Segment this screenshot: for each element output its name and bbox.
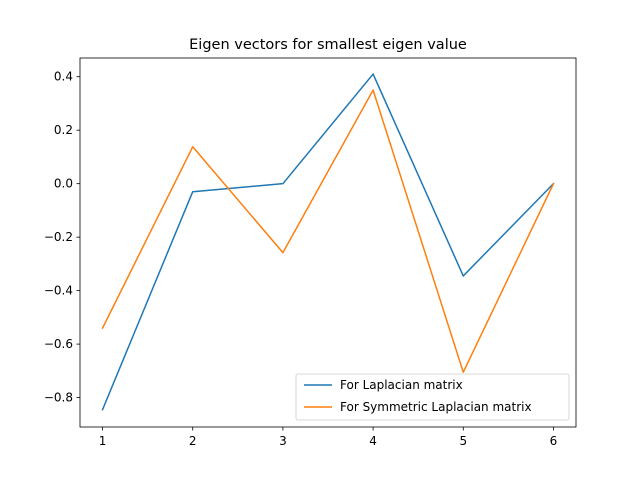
x-tick-label: 4 (369, 434, 377, 448)
y-tick-label: −0.2 (44, 230, 73, 244)
x-tick-label: 6 (550, 434, 558, 448)
y-tick-label: 0.0 (54, 177, 73, 191)
legend: For Laplacian matrix For Symmetric Laplac… (295, 373, 570, 421)
y-tick-label: 0.2 (54, 123, 73, 137)
x-tick-label: 1 (99, 434, 107, 448)
legend-box (295, 373, 570, 421)
x-tick-label: 5 (459, 434, 467, 448)
y-tick-label: −0.6 (44, 337, 73, 351)
y-tick-label: 0.4 (54, 70, 73, 84)
series-line-1 (101, 89, 555, 373)
x-axis: 1 2 3 4 5 6 (99, 427, 558, 448)
legend-label-0: For Laplacian matrix (340, 378, 463, 392)
legend-label-1: For Symmetric Laplacian matrix (340, 400, 532, 414)
y-tick-label: −0.8 (44, 391, 73, 405)
series-layer (101, 73, 555, 411)
x-tick-label: 3 (279, 434, 287, 448)
axes-frame (79, 57, 577, 428)
series-line-0 (101, 73, 555, 411)
y-axis: 0.4 0.2 0.0 −0.2 −0.4 −0.6 −0.8 (44, 70, 80, 405)
chart-title: Eigen vectors for smallest eigen value (189, 37, 467, 53)
x-tick-label: 2 (189, 434, 197, 448)
y-tick-label: −0.4 (44, 284, 73, 298)
